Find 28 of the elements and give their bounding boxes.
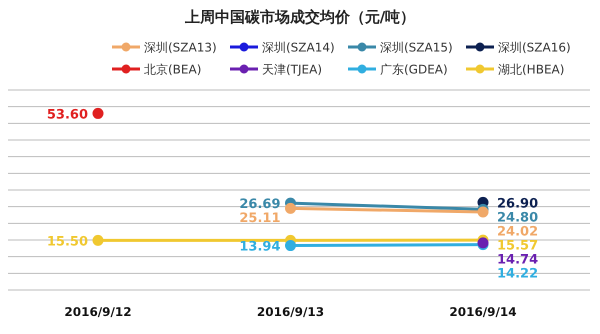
data-label: 26.69 xyxy=(239,197,280,212)
data-label: 26.90 xyxy=(497,196,538,212)
data-label: 13.94 xyxy=(239,240,280,255)
data-label: 15.57 xyxy=(497,238,538,254)
x-tick-label: 2016/9/13 xyxy=(256,305,324,319)
chart-title: 上周中国碳市场成交均价（元/吨） xyxy=(184,8,416,26)
legend-label: 天津(TJEA) xyxy=(262,62,322,76)
legend-label: 广东(GDEA) xyxy=(380,62,448,76)
point xyxy=(285,202,296,214)
data-label: 53.60 xyxy=(46,107,88,122)
legend-label: 深圳(SZA16) xyxy=(498,40,571,54)
data-label: 14.22 xyxy=(497,266,538,282)
point xyxy=(478,206,488,218)
data-label: 25.11 xyxy=(239,211,280,226)
legend-label: 深圳(SZA13) xyxy=(144,40,217,54)
data-label: 14.74 xyxy=(497,252,538,268)
legend-label: 深圳(SZA15) xyxy=(380,40,453,54)
point xyxy=(92,108,104,119)
point xyxy=(92,234,104,246)
data-label: 24.02 xyxy=(497,224,538,240)
legend-label: 湖北(HBEA) xyxy=(498,62,564,76)
x-tick-label: 2016/9/14 xyxy=(449,305,517,319)
data-label: 24.80 xyxy=(497,210,538,226)
data-label: 15.50 xyxy=(46,234,88,250)
legend-label: 深圳(SZA14) xyxy=(262,40,335,54)
x-tick-label: 2016/9/12 xyxy=(64,305,132,319)
point xyxy=(285,240,296,252)
legend-label: 北京(BEA) xyxy=(144,62,202,76)
